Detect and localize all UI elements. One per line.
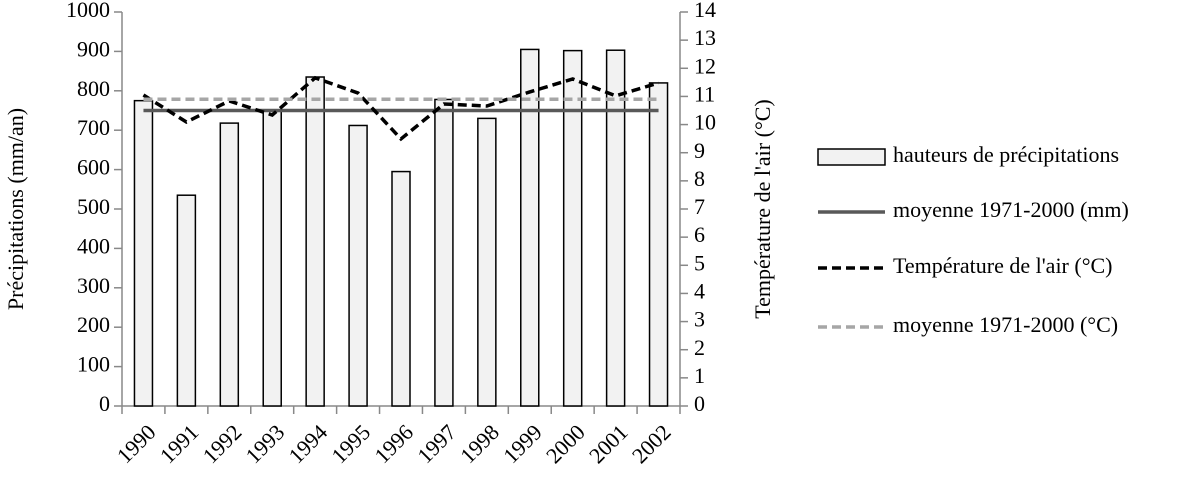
legend-label: moyenne 1971-2000 (°C) <box>893 312 1118 337</box>
legend-swatch <box>817 148 886 166</box>
legend-label: moyenne 1971-2000 (mm) <box>893 197 1129 222</box>
y2-tick-label: 5 <box>694 250 705 275</box>
y-tick-label: 200 <box>77 312 110 337</box>
y-tick-label: 500 <box>77 194 110 219</box>
x-tick-label: 1994 <box>283 419 332 468</box>
y2-tick-label: 6 <box>694 222 705 247</box>
y2-tick-label: 8 <box>694 166 705 191</box>
y2-tick-label: 12 <box>694 53 716 78</box>
x-tick-label: 1998 <box>455 419 504 468</box>
x-tick-label: 1999 <box>498 419 547 468</box>
x-tick-label: 1991 <box>155 419 204 468</box>
bar <box>348 124 368 407</box>
legend-label: hauteurs de précipitations <box>893 142 1119 167</box>
bar <box>562 49 583 407</box>
y2-tick-label: 1 <box>694 363 705 388</box>
bar <box>477 117 497 407</box>
y-tick-label: 100 <box>77 352 110 377</box>
x-tick-label: 2002 <box>627 419 676 468</box>
bar <box>520 48 540 407</box>
bar <box>133 99 154 407</box>
x-tick-label: 1995 <box>326 419 375 468</box>
y-tick-label: 900 <box>77 36 110 61</box>
x-tick-label: 1997 <box>412 419 461 468</box>
bar <box>176 194 197 407</box>
legend-label: Température de l'air (°C) <box>893 253 1113 278</box>
y-tick-label: 300 <box>77 273 110 298</box>
y2-tick-label: 4 <box>694 278 705 303</box>
bar <box>219 122 240 407</box>
y2-axis-title: Température de l'air (°C) <box>750 99 775 319</box>
bar <box>305 76 325 407</box>
y-axis-title: Précipitations (mm/an) <box>3 108 28 310</box>
bar <box>648 82 669 407</box>
x-tick-label: 2001 <box>584 419 633 468</box>
y2-tick-label: 9 <box>694 138 705 163</box>
y2-tick-label: 14 <box>694 0 716 22</box>
x-tick-label: 1990 <box>112 419 161 468</box>
y-tick-label: 1000 <box>66 0 110 22</box>
y-tick-label: 800 <box>77 76 110 101</box>
y-tick-label: 600 <box>77 155 110 180</box>
bar <box>391 170 411 407</box>
x-tick-label: 1996 <box>369 419 418 468</box>
bar <box>434 98 454 407</box>
bar <box>605 49 626 407</box>
y2-tick-label: 7 <box>694 194 705 219</box>
x-tick-label: 1992 <box>198 419 247 468</box>
y2-tick-label: 0 <box>694 391 705 416</box>
bar <box>262 109 282 407</box>
y2-tick-label: 13 <box>694 25 716 50</box>
y-tick-label: 400 <box>77 233 110 258</box>
y2-tick-label: 11 <box>694 81 715 106</box>
x-tick-label: 2000 <box>541 419 590 468</box>
y2-tick-label: 3 <box>694 307 705 332</box>
y-tick-label: 0 <box>99 391 110 416</box>
y-tick-label: 700 <box>77 115 110 140</box>
y2-tick-label: 2 <box>694 335 705 360</box>
y2-tick-label: 10 <box>694 110 716 135</box>
x-tick-label: 1993 <box>241 419 290 468</box>
